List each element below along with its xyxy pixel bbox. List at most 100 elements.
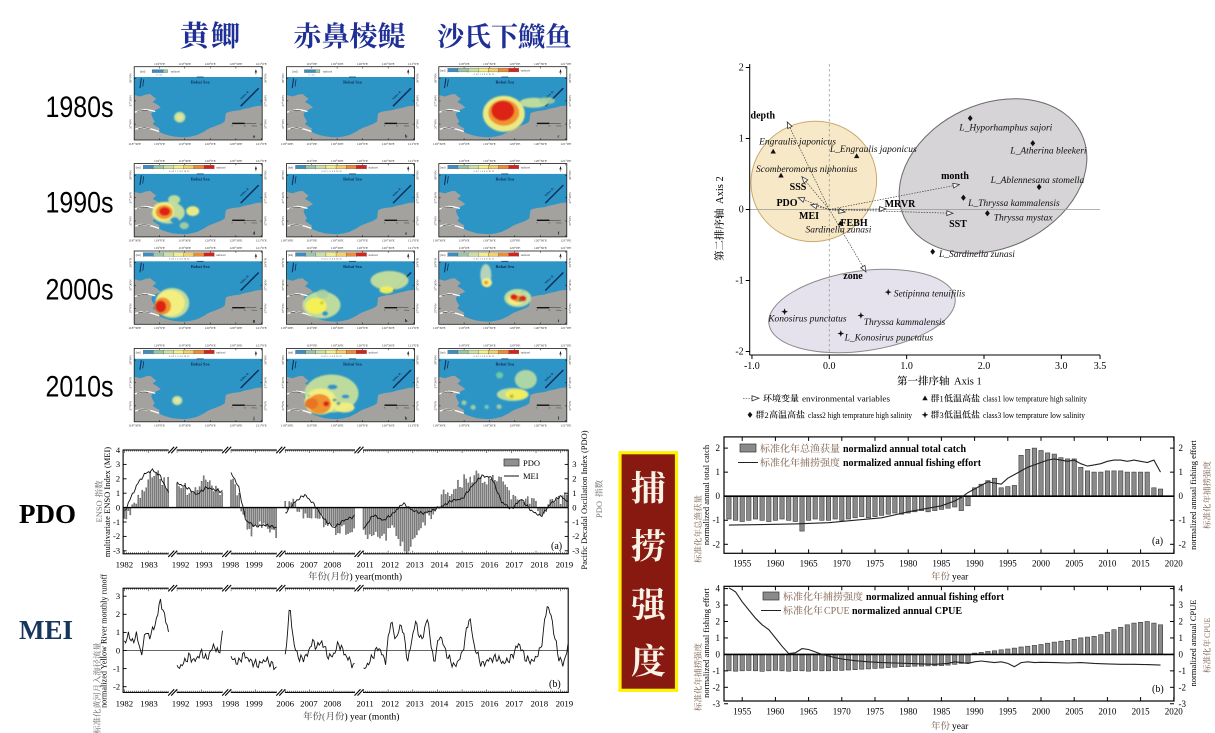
svg-text:1970: 1970: [833, 559, 852, 569]
svg-text:2016: 2016: [481, 699, 499, 709]
svg-text:normalized annual fishing effo: normalized annual fishing effort: [1188, 440, 1198, 550]
svg-text:1993: 1993: [195, 699, 213, 709]
svg-text:1995: 1995: [999, 707, 1018, 717]
svg-text:-3: -3: [572, 546, 579, 556]
svg-text:2.0: 2.0: [978, 361, 991, 372]
svg-text:2000: 2000: [1032, 707, 1051, 717]
svg-text:2: 2: [739, 63, 744, 74]
svg-text:L_Konosirus punctatus: L_Konosirus punctatus: [844, 334, 934, 344]
svg-text:2017: 2017: [505, 560, 523, 570]
svg-text:L_Sardinella zunasi: L_Sardinella zunasi: [938, 250, 1015, 260]
svg-text:zone: zone: [843, 271, 863, 282]
svg-text:year: year: [952, 722, 969, 732]
svg-text:1960: 1960: [766, 707, 785, 717]
svg-text:L_Hyporhamphus sajori: L_Hyporhamphus sajori: [958, 124, 1052, 134]
svg-text:1970: 1970: [833, 707, 852, 717]
svg-text:2010: 2010: [1098, 707, 1117, 717]
svg-text:1.0: 1.0: [900, 361, 913, 372]
svg-text:1: 1: [940, 395, 944, 404]
svg-text:1960: 1960: [766, 559, 785, 569]
svg-text:(a): (a): [551, 541, 562, 552]
svg-text:-1: -1: [713, 515, 721, 525]
svg-text:f: f: [558, 231, 560, 236]
svg-text:2011: 2011: [356, 699, 373, 709]
svg-text:-2: -2: [572, 531, 579, 541]
svg-text:(b): (b): [1152, 684, 1164, 695]
svg-text:1: 1: [116, 627, 120, 637]
svg-text:2014: 2014: [431, 560, 449, 570]
svg-text:0: 0: [1179, 649, 1184, 659]
svg-text:1980s: 1980s: [46, 91, 114, 124]
svg-text:1: 1: [116, 488, 120, 498]
svg-text:2013: 2013: [406, 699, 424, 709]
svg-text:year: year: [952, 573, 969, 583]
svg-text:1975: 1975: [866, 559, 885, 569]
svg-text:0: 0: [572, 502, 576, 512]
svg-text:class2 high temprature high sa: class2 high temprature high salinity: [808, 411, 913, 420]
svg-text:-2: -2: [713, 539, 721, 549]
svg-text:normalizd annual total catch: normalizd annual total catch: [843, 444, 966, 455]
svg-text:normalized annual fishing effo: normalized annual fishing effort: [866, 592, 1005, 603]
svg-text:0: 0: [716, 649, 721, 659]
svg-text:Thryssa kammalensis: Thryssa kammalensis: [864, 318, 946, 328]
svg-text:c: c: [557, 134, 559, 139]
svg-text:2005: 2005: [1065, 559, 1084, 569]
svg-text:2015: 2015: [1132, 707, 1151, 717]
svg-text:-2: -2: [113, 531, 120, 541]
svg-text:1965: 1965: [800, 559, 819, 569]
svg-text:1: 1: [1179, 633, 1184, 643]
svg-text:3: 3: [116, 591, 120, 601]
svg-text:Axis 2: Axis 2: [715, 176, 726, 206]
svg-text:CPUE: CPUE: [824, 606, 850, 617]
svg-text:multivariate ENSO Index (MEI): multivariate ENSO Index (MEI): [102, 447, 112, 557]
svg-text:0: 0: [716, 491, 721, 501]
svg-text:normalized annual CPUE: normalized annual CPUE: [852, 606, 962, 617]
svg-text:2018: 2018: [531, 699, 549, 709]
svg-text:-2: -2: [713, 682, 721, 692]
svg-text:2012: 2012: [381, 560, 399, 570]
svg-text:Scomberomorus niphonius: Scomberomorus niphonius: [756, 165, 858, 175]
svg-text:1998: 1998: [222, 560, 240, 570]
svg-text:2019: 2019: [556, 699, 574, 709]
svg-text:) year(month): ) year(month): [350, 572, 403, 583]
svg-text:L_Engraulis japonicus: L_Engraulis japonicus: [829, 145, 917, 155]
svg-text:1: 1: [572, 488, 576, 498]
svg-text:4: 4: [116, 445, 121, 455]
svg-text:class3 low temprature low sali: class3 low temprature low salinity: [983, 411, 1086, 420]
svg-text:0.0: 0.0: [823, 361, 836, 372]
svg-text:1955: 1955: [733, 707, 752, 717]
svg-text:2014: 2014: [431, 699, 449, 709]
svg-text:FEBH: FEBH: [840, 218, 867, 229]
svg-text:2: 2: [116, 474, 120, 484]
svg-text:-2: -2: [113, 682, 120, 692]
svg-text:depth: depth: [751, 111, 776, 122]
svg-text:Pacific Decadal Oscillation In: Pacific Decadal Oscillation Index (PDO): [579, 430, 589, 569]
svg-text:1995: 1995: [999, 559, 1018, 569]
svg-text:1992: 1992: [172, 699, 190, 709]
svg-text:L_Ablennesana stomella: L_Ablennesana stomella: [990, 176, 1085, 186]
svg-text:2013: 2013: [406, 560, 424, 570]
svg-text:2: 2: [572, 474, 576, 484]
svg-text:0: 0: [116, 645, 120, 655]
svg-text:PDO: PDO: [19, 499, 76, 529]
svg-text:-1: -1: [113, 663, 120, 673]
svg-text:1993: 1993: [195, 560, 213, 570]
svg-text:a: a: [253, 134, 256, 139]
svg-text:2011: 2011: [356, 560, 373, 570]
svg-text:2000s: 2000s: [46, 274, 114, 307]
svg-text:CPUE: CPUE: [1203, 617, 1212, 638]
svg-text:2007: 2007: [300, 699, 318, 709]
svg-text:2017: 2017: [505, 699, 523, 709]
svg-text:2: 2: [1179, 617, 1184, 627]
svg-text:Engraulis japonicus: Engraulis japonicus: [758, 138, 836, 148]
svg-text:MRVR: MRVR: [885, 199, 917, 210]
svg-text:1999: 1999: [245, 699, 263, 709]
svg-text:Setipinna tenuifilis: Setipinna tenuifilis: [894, 289, 966, 300]
svg-text:k: k: [405, 415, 408, 420]
svg-text:2008: 2008: [324, 560, 342, 570]
svg-text:2015: 2015: [456, 699, 474, 709]
svg-text:-2: -2: [735, 347, 743, 358]
svg-text:(b): (b): [549, 679, 561, 690]
svg-text:(a): (a): [1152, 536, 1163, 547]
svg-text:d: d: [253, 231, 256, 236]
